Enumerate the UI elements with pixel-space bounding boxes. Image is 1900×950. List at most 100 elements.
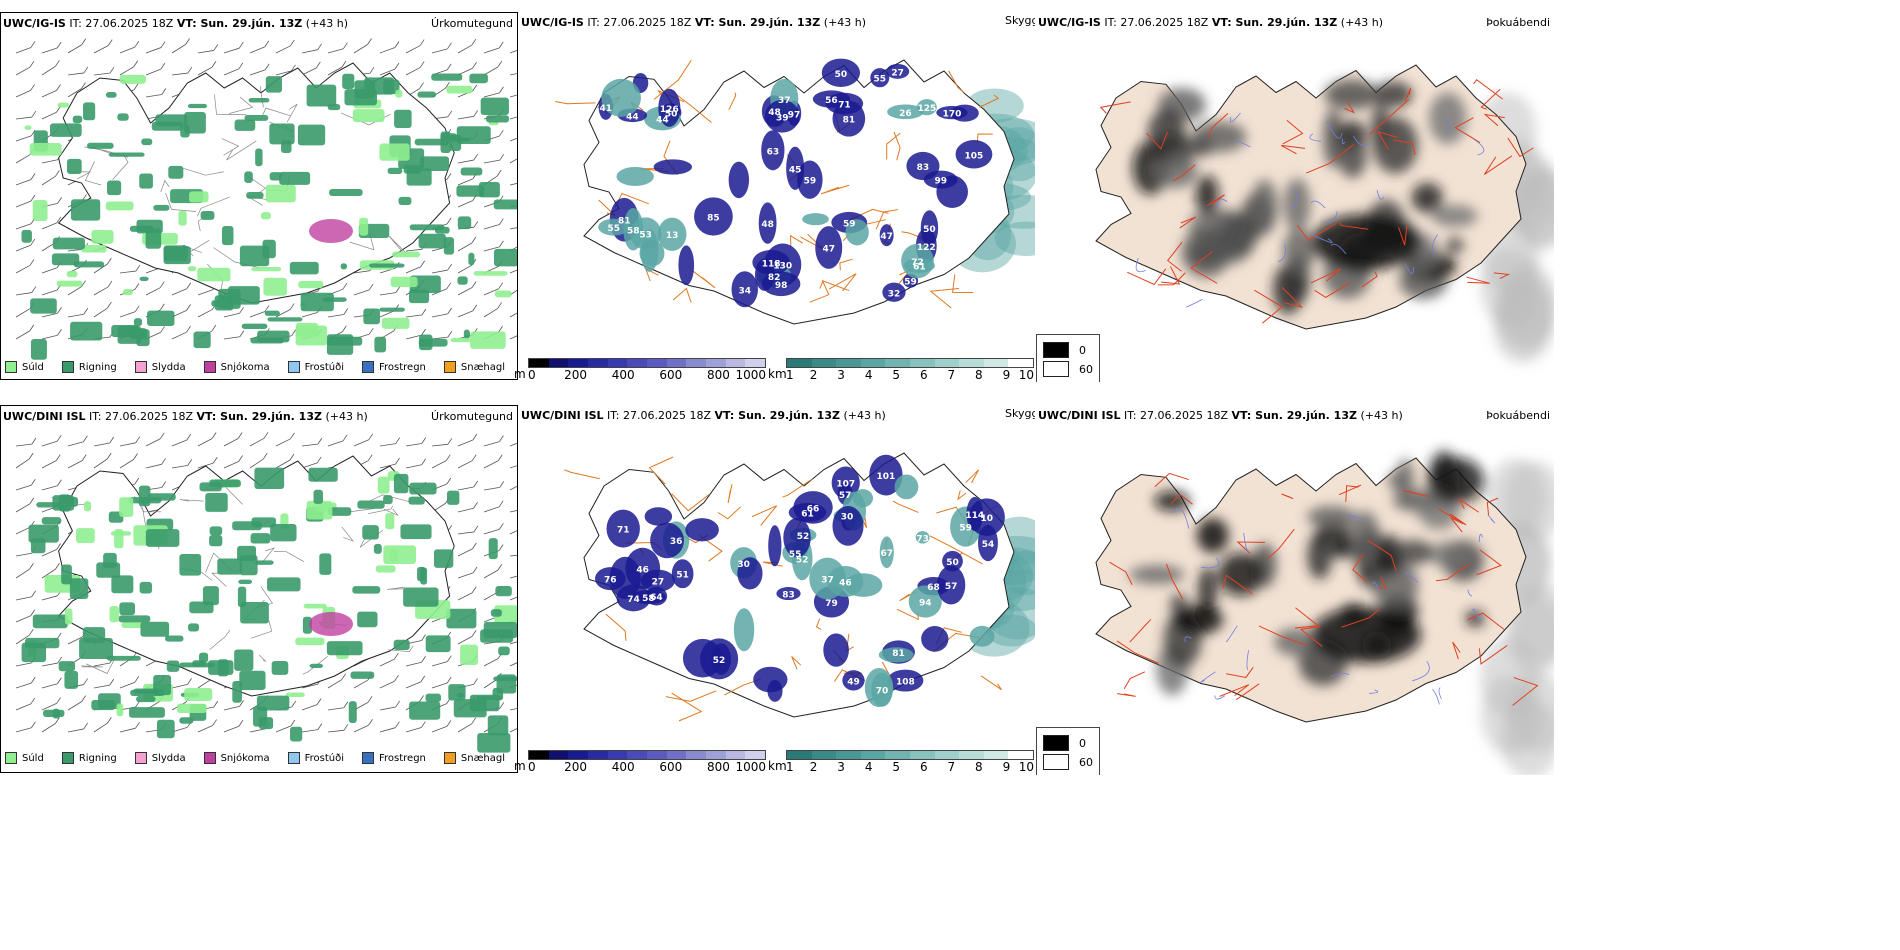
legend-item: 0 xyxy=(1043,342,1093,358)
panel-fog-dini: UWC/DINI ISL IT: 27.06.2025 18Z VT: Sun.… xyxy=(1036,405,1554,775)
ceiling-value-label: 99 xyxy=(934,177,947,187)
legend-item: Frostúði xyxy=(287,752,344,764)
init-time: IT: 27.06.2025 18Z xyxy=(607,409,712,422)
colorbar-tick: 3 xyxy=(837,760,845,774)
ceiling-value-label: 48 xyxy=(761,220,774,230)
colorbar-segment xyxy=(959,359,984,367)
legend-swatch xyxy=(203,361,216,373)
ceiling-value-label: 48 xyxy=(768,108,781,118)
colorbar-segment xyxy=(686,751,707,759)
panel-header: UWC/DINI ISL IT: 27.06.2025 18Z VT: Sun.… xyxy=(521,409,886,422)
colorbar-tick: 10 xyxy=(1018,368,1034,382)
legend-swatch xyxy=(443,752,456,764)
colorbar-segment xyxy=(627,751,648,759)
ceiling-value-label: 51 xyxy=(676,571,689,581)
colorbar-segment xyxy=(909,751,935,759)
ceiling-value-label: 68 xyxy=(927,583,940,593)
colorbar-tick: 6 xyxy=(919,760,928,774)
colorbar-segment xyxy=(588,751,608,759)
legend-item: Súld xyxy=(5,752,44,764)
legend-swatch xyxy=(443,361,456,373)
visibility-unit: km xyxy=(768,759,787,773)
colorbar-segment xyxy=(885,751,910,759)
iceland-map xyxy=(15,432,517,753)
colorbar-tick: 1000 xyxy=(735,368,766,382)
ceiling-value-label: 64 xyxy=(650,593,663,603)
colorbar-segment xyxy=(548,751,569,759)
ceiling-value-label: 71 xyxy=(838,101,851,111)
colorbar-segment xyxy=(934,359,960,367)
ceiling-value-label: 57 xyxy=(945,582,958,592)
ceiling-value-label: 47 xyxy=(880,232,893,242)
ceiling-value-label: 52 xyxy=(797,532,810,542)
panel-header: UWC/DINI ISL IT: 27.06.2025 18Z VT: Sun.… xyxy=(3,410,368,423)
colorbar-segment xyxy=(745,359,766,367)
lead-time: (+43 h) xyxy=(325,410,368,423)
colorbar-segment xyxy=(860,751,886,759)
legend-item: Súld xyxy=(5,361,44,373)
ceiling-value-label: 81 xyxy=(618,217,631,227)
legend-label: 0 xyxy=(1079,736,1086,750)
ceiling-value-label: 53 xyxy=(639,230,652,240)
legend-item: Slydda xyxy=(134,752,186,764)
fog-legend: 0 60 xyxy=(1036,727,1100,775)
ceiling-value-label: 58 xyxy=(642,594,655,604)
ceiling-value-label: 50 xyxy=(835,70,848,80)
colorbar-segment xyxy=(666,359,687,367)
ceiling-value-label: 39 xyxy=(776,113,789,123)
panel-title: Þokuábendi xyxy=(1486,409,1550,422)
legend-item: Frostúði xyxy=(287,361,344,373)
legend-item: Rigning xyxy=(61,361,117,373)
legend-item: Frostregn xyxy=(362,752,426,764)
ceiling-value-label: 114 xyxy=(965,511,984,521)
ceiling-value-label: 27 xyxy=(652,578,665,588)
model-name: UWC/DINI ISL xyxy=(3,410,86,423)
ceiling-value-label: 37 xyxy=(821,576,834,586)
colorbar-tick: 1000 xyxy=(735,760,766,774)
lead-time: (+43 h) xyxy=(843,409,886,422)
colorbar-tick: 2 xyxy=(809,368,818,382)
colorbar-segment xyxy=(529,359,549,367)
ceiling-value-label: 85 xyxy=(707,213,720,223)
legend-item: 60 xyxy=(1043,754,1093,770)
ceiling-value-label: 59 xyxy=(843,219,856,229)
colorbar-tick: 5 xyxy=(892,368,901,382)
ceiling-value-label: 44 xyxy=(626,112,639,122)
valid-time: VT: Sun. 29.jún. 13Z xyxy=(1231,409,1357,422)
panel-visibility-dini: UWC/DINI ISL IT: 27.06.2025 18Z VT: Sun.… xyxy=(519,405,1035,775)
legend-item: Snjókoma xyxy=(203,361,270,373)
ceiling-unit: m xyxy=(514,759,526,773)
ceiling-value-label: 105 xyxy=(965,151,984,161)
legend-label: Súld xyxy=(22,361,44,373)
ceiling-value-label: 34 xyxy=(738,286,751,296)
panel-header: UWC/IG-IS IT: 27.06.2025 18Z VT: Sun. 29… xyxy=(1038,16,1383,29)
ceiling-value-label: 83 xyxy=(917,163,930,173)
colorbar-segment xyxy=(885,359,910,367)
ceiling-value-label: 61 xyxy=(913,263,926,273)
ceiling-value-label: 82 xyxy=(768,273,781,283)
lead-time: (+43 h) xyxy=(305,17,349,30)
colorbar-tick: 5 xyxy=(892,760,901,774)
colorbar-segment xyxy=(745,751,766,759)
colorbar-segment xyxy=(836,751,861,759)
colorbar-tick: 1 xyxy=(786,760,794,774)
ceiling-value-label: 98 xyxy=(775,281,788,291)
precip-legend: Súld Rigning Slydda Snjókoma Frostúði Frostre… xyxy=(5,752,517,764)
ceiling-value-label: 45 xyxy=(789,165,802,175)
panel-header: UWC/IG-IS IT: 27.06.2025 18Z VT: Sun. 29… xyxy=(3,17,348,30)
valid-time: VT: Sun. 29.jún. 13Z xyxy=(1211,16,1338,29)
legend-label: 0 xyxy=(1079,343,1086,357)
model-name: UWC/IG-IS xyxy=(3,17,66,30)
ceiling-value-label: 130 xyxy=(773,262,792,272)
ceiling-colorbar: 0 200 400 600 800 1000 m xyxy=(514,750,766,774)
legend-label: Súld xyxy=(22,752,44,764)
ceiling-value-label: 125 xyxy=(917,104,936,114)
colorbar-tick: 3 xyxy=(837,368,845,382)
precip-areas xyxy=(21,73,517,360)
panel-header: UWC/IG-IS IT: 27.06.2025 18Z VT: Sun. 29… xyxy=(521,16,866,29)
init-time: IT: 27.06.2025 18Z xyxy=(587,16,692,29)
colorbar-tick: 6 xyxy=(919,368,928,382)
ceiling-values: 55 68 59 49 54 52 50 57 52 67 107 64 10 71 58 101 108 83 9… xyxy=(604,472,994,697)
colorbar-segment xyxy=(647,359,667,367)
colorbar-segment xyxy=(787,359,812,367)
